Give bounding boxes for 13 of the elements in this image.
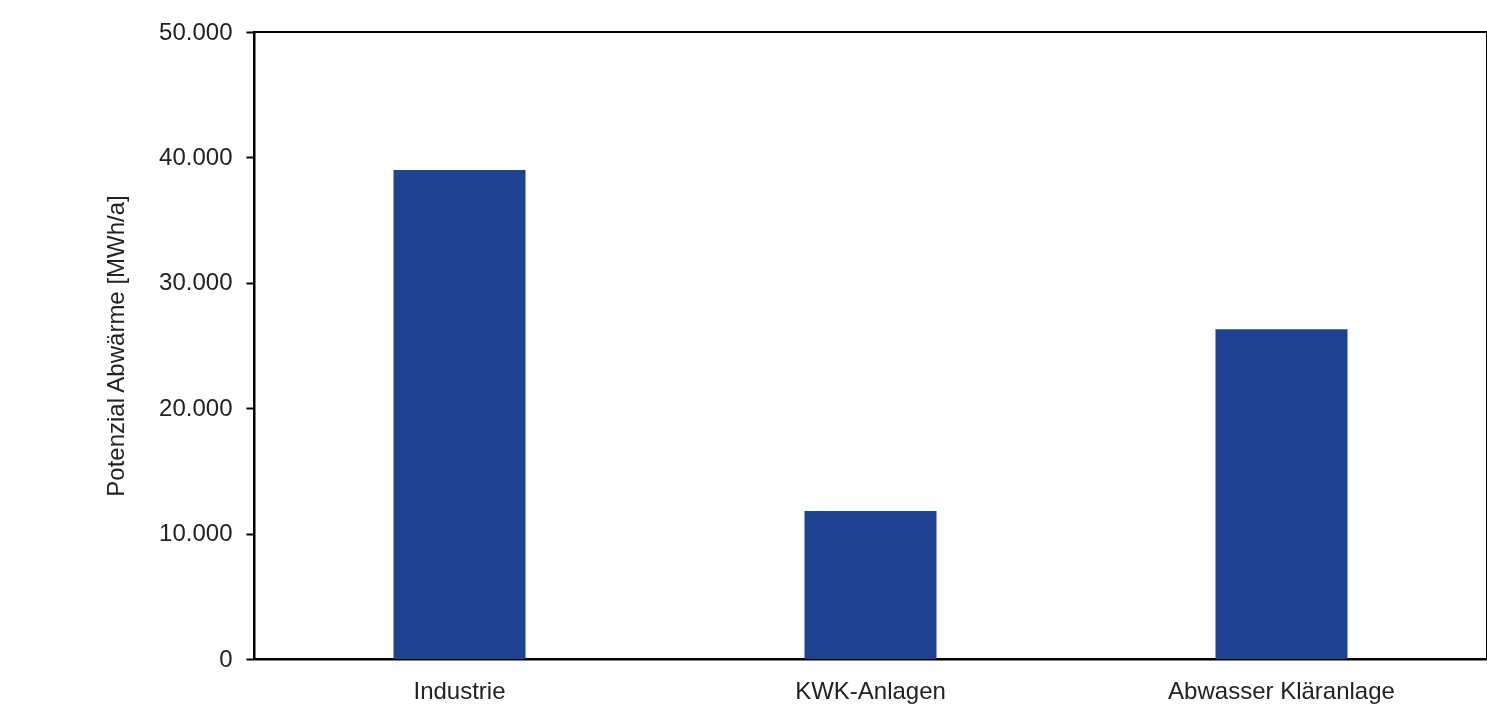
y-tick-label: 30.000 <box>159 268 233 296</box>
bar <box>1215 329 1348 659</box>
bar <box>804 511 937 659</box>
x-tick-label: Abwasser Kläranlage <box>1168 676 1395 704</box>
bar <box>393 169 526 659</box>
x-tick-label: KWK-Anlagen <box>795 676 946 704</box>
y-tick-label: 50.000 <box>159 17 233 45</box>
y-tick-label: 10.000 <box>159 519 233 547</box>
y-tick-label: 20.000 <box>159 393 233 421</box>
y-tick-label: 0 <box>219 644 233 672</box>
y-axis-title: Potenzial Abwärme [MWh/a] <box>102 195 130 497</box>
y-tick-label: 40.000 <box>159 142 233 170</box>
x-tick-label: Industrie <box>413 676 506 704</box>
